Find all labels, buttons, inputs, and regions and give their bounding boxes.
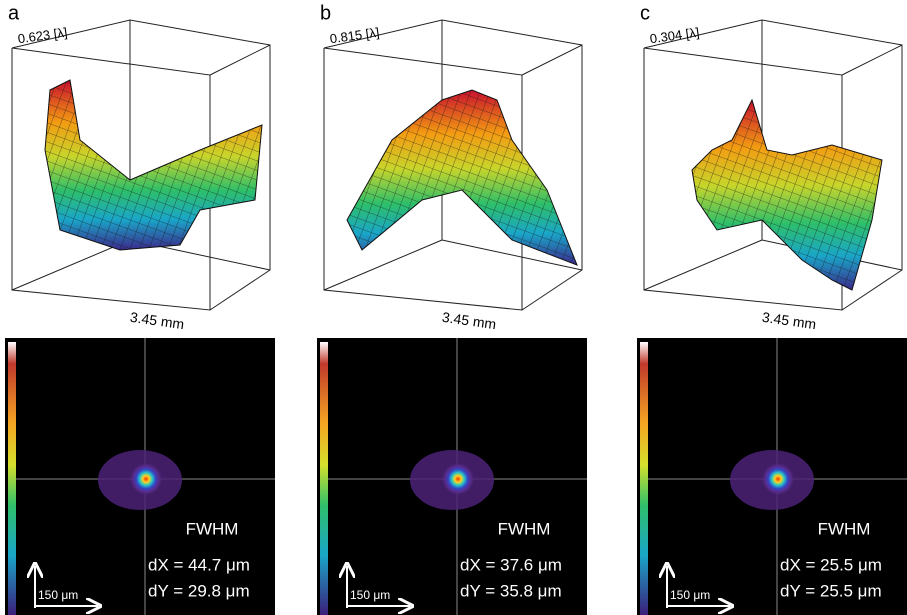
surface-mesh	[45, 80, 262, 250]
colorbar	[8, 342, 16, 615]
axis-label: 3.45 mm	[441, 309, 497, 332]
fwhm-label: FWHM	[186, 519, 239, 538]
peak-label: 0.304 [λ]	[649, 25, 700, 47]
scale-label: 150 μm	[670, 588, 710, 602]
panel-label: b	[320, 2, 331, 24]
colorbar	[320, 342, 328, 615]
scale-label: 150 μm	[38, 588, 78, 602]
fwhm-label: FWHM	[818, 519, 871, 538]
dx-label: dX = 44.7 μm	[148, 555, 250, 574]
panel: b0.815 [λ] 3.45 mm FWHM dX = 37.6 μm dY = 35…	[317, 2, 587, 615]
plot-box	[11, 19, 271, 311]
peak-label: 0.815 [λ]	[329, 25, 380, 47]
dy-label: dY = 29.8 μm	[148, 581, 250, 600]
beam-spot	[442, 463, 474, 495]
plot-box	[323, 19, 583, 311]
dx-label: dX = 25.5 μm	[780, 555, 882, 574]
fwhm-label: FWHM	[498, 519, 551, 538]
surface-mesh	[347, 90, 577, 265]
beam-spot	[762, 463, 794, 495]
panel: a0.623 [λ] 3.45 mm FWHM dX = 44.7 μm dY = 29…	[5, 2, 275, 615]
colorbar	[640, 342, 648, 615]
beam-spot	[130, 463, 162, 495]
panel-label: c	[640, 2, 650, 24]
panel: c0.304 [λ] 3.45 mm FWHM dX = 25.5 μm dY = 25…	[637, 2, 907, 615]
scale-label: 150 μm	[350, 588, 390, 602]
dy-label: dY = 25.5 μm	[780, 581, 882, 600]
panel-label: a	[8, 2, 20, 24]
axis-label: 3.45 mm	[129, 309, 185, 332]
axis-label: 3.45 mm	[761, 309, 817, 332]
plot-box	[643, 19, 903, 311]
surface-mesh	[692, 100, 882, 290]
dy-label: dY = 35.8 μm	[460, 581, 562, 600]
peak-label: 0.623 [λ]	[17, 25, 68, 47]
dx-label: dX = 37.6 μm	[460, 555, 562, 574]
